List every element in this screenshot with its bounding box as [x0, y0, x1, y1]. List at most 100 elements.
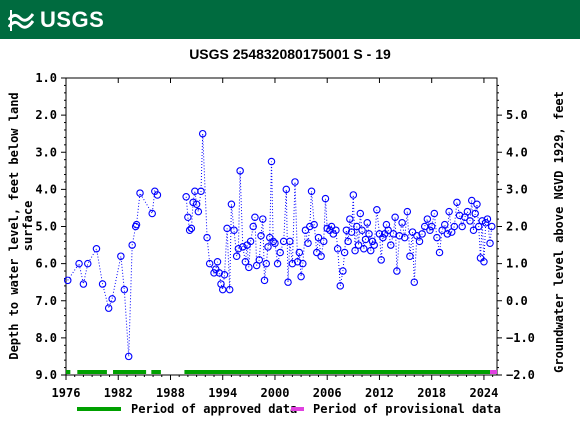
data-point	[241, 258, 250, 266]
data-point	[203, 233, 211, 242]
data-point	[225, 285, 234, 294]
y-axis-left: 1.0 2.0 3.0 4.0 5.0 6.0 7.0 8.0 9.0	[35, 71, 66, 382]
data-point	[433, 233, 441, 242]
data-point	[197, 187, 205, 195]
provisional-period-bar	[490, 370, 497, 374]
data-point	[220, 271, 229, 279]
x-tick-label: 2006	[313, 386, 342, 400]
data-point	[299, 259, 307, 268]
data-point	[415, 237, 424, 246]
data-point	[223, 224, 231, 233]
data-point	[153, 191, 162, 199]
y-left-tick-label: 5.0	[35, 220, 57, 234]
y-right-tick-label: −2.0	[506, 368, 535, 382]
data-point	[377, 256, 385, 264]
data-line	[67, 133, 493, 357]
data-point	[63, 276, 72, 285]
data-point	[474, 222, 483, 231]
logo-text: USGS	[40, 7, 105, 32]
data-point	[117, 252, 125, 260]
data-point	[218, 285, 227, 294]
data-point	[480, 258, 488, 266]
data-point	[313, 248, 321, 257]
y-right-tick-label: −1.0	[506, 331, 535, 345]
data-point	[264, 243, 272, 251]
data-point	[488, 222, 496, 231]
data-point	[104, 304, 113, 312]
y-right-tick-label: 3.0	[506, 182, 528, 196]
data-point	[398, 219, 406, 227]
data-point	[351, 246, 359, 255]
data-point	[486, 239, 494, 247]
data-point	[466, 217, 474, 225]
data-point	[317, 252, 325, 260]
plot-frame	[65, 77, 498, 376]
data-point	[450, 222, 459, 231]
data-point	[84, 259, 92, 268]
data-point	[148, 209, 156, 218]
data-point	[373, 206, 381, 214]
data-point	[379, 233, 387, 242]
data-point	[445, 207, 453, 216]
data-point	[259, 215, 267, 223]
period-bars	[66, 370, 497, 374]
data-point	[370, 241, 378, 249]
data-point	[124, 352, 133, 361]
data-point	[332, 226, 340, 234]
data-point	[366, 246, 375, 255]
legend: Period of approved data Period of provis…	[77, 402, 501, 416]
data-point	[314, 233, 323, 242]
data-point	[151, 187, 159, 195]
data-point	[333, 245, 342, 253]
y-left-tick-label: 7.0	[35, 294, 57, 308]
legend-approved-label: Period of approved data	[131, 402, 297, 416]
data-point	[288, 259, 297, 268]
data-point	[483, 215, 492, 223]
data-point	[391, 213, 399, 221]
data-point	[293, 258, 302, 266]
data-point	[210, 269, 218, 277]
series-line	[67, 133, 493, 357]
data-point	[400, 233, 409, 242]
data-point	[213, 258, 222, 266]
data-point	[215, 269, 223, 277]
data-point	[192, 200, 201, 208]
data-point	[349, 191, 358, 199]
data-point	[132, 220, 141, 229]
data-point	[230, 226, 238, 234]
usgs-wave-icon	[8, 7, 34, 33]
data-point	[426, 226, 434, 234]
data-point	[467, 196, 476, 205]
usgs-banner: USGS	[0, 0, 580, 39]
data-point	[267, 157, 276, 166]
data-point	[365, 230, 373, 238]
data-point	[185, 226, 194, 234]
y-right-tick-label: 0.0	[506, 294, 528, 308]
data-point	[342, 226, 351, 234]
data-point	[481, 219, 490, 227]
data-point	[363, 219, 372, 227]
y-axis-left-label-line-1: Depth to water level, feet below land	[7, 92, 21, 359]
data-point	[327, 222, 336, 231]
data-point	[108, 295, 116, 303]
data-point	[347, 228, 356, 236]
data-point	[463, 207, 472, 216]
data-point	[361, 235, 370, 244]
data-point	[395, 232, 404, 240]
data-point	[246, 237, 255, 246]
data-point	[262, 259, 271, 268]
approved-period-bar	[151, 370, 161, 374]
data-point	[339, 267, 347, 275]
data-point	[79, 280, 88, 288]
x-tick-label: 1994	[208, 386, 237, 400]
data-point	[286, 237, 294, 246]
data-point	[136, 189, 144, 197]
usgs-logo[interactable]: USGS	[8, 7, 104, 33]
data-points	[63, 129, 496, 361]
y-left-tick-label: 3.0	[35, 145, 57, 159]
legend-provisional-label: Period of provisional data	[313, 402, 501, 416]
data-point	[92, 245, 101, 253]
data-point	[441, 220, 449, 229]
data-point	[284, 278, 292, 286]
y-axis-right-label: Groundwater level above NGVD 1929, feet	[552, 91, 566, 373]
